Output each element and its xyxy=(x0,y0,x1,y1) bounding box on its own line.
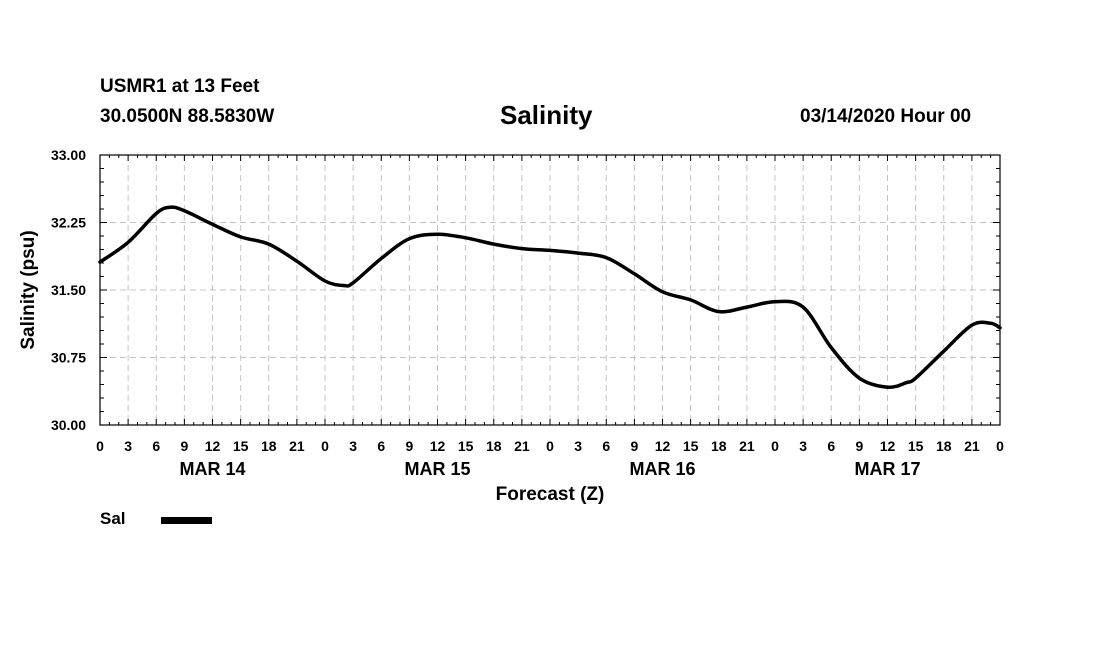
y-tick-label: 30.00 xyxy=(51,417,86,433)
y-tick-label: 30.75 xyxy=(51,350,86,366)
x-tick-label: 0 xyxy=(996,438,1004,454)
day-labels: MAR 14 MAR 15 MAR 16 MAR 17 xyxy=(179,459,920,479)
day-label: MAR 16 xyxy=(629,459,695,479)
x-tick-label: 18 xyxy=(936,438,952,454)
x-tick-label: 3 xyxy=(799,438,807,454)
x-tick-label: 21 xyxy=(739,438,755,454)
x-tick-label: 12 xyxy=(430,438,446,454)
y-tick-labels: 30.00 30.75 31.50 32.25 33.00 xyxy=(51,147,86,433)
x-axis-title: Forecast (Z) xyxy=(496,484,605,505)
x-tick-label: 21 xyxy=(289,438,305,454)
x-tick-label: 6 xyxy=(377,438,385,454)
forecast-timestamp: 03/14/2020 Hour 00 xyxy=(800,106,972,127)
chart-title: Salinity xyxy=(500,100,593,130)
day-label: MAR 17 xyxy=(854,459,920,479)
x-tick-label: 12 xyxy=(880,438,896,454)
x-tick-label: 3 xyxy=(574,438,582,454)
x-tick-label: 6 xyxy=(602,438,610,454)
y-tick-label: 33.00 xyxy=(51,147,86,163)
salinity-series-line xyxy=(98,205,1002,390)
x-tick-label: 12 xyxy=(655,438,671,454)
x-tick-label: 15 xyxy=(233,438,249,454)
x-tick-label: 15 xyxy=(683,438,699,454)
x-tick-label: 21 xyxy=(514,438,530,454)
x-tick-label: 15 xyxy=(908,438,924,454)
x-tick-label: 0 xyxy=(96,438,104,454)
x-tick-label: 0 xyxy=(546,438,554,454)
x-tick-label: 0 xyxy=(321,438,329,454)
station-label: USMR1 at 13 Feet xyxy=(100,76,260,97)
x-tick-label: 9 xyxy=(630,438,638,454)
plot-frame xyxy=(99,154,1001,426)
x-tick-label: 3 xyxy=(124,438,132,454)
day-label: MAR 14 xyxy=(179,459,245,479)
x-tick-label: 18 xyxy=(711,438,727,454)
y-axis-title: Salinity (psu) xyxy=(18,230,39,349)
x-tick-label: 3 xyxy=(349,438,357,454)
coordinates-label: 30.0500N 88.5830W xyxy=(100,106,275,127)
x-tick-label: 9 xyxy=(855,438,863,454)
x-tick-label: 6 xyxy=(152,438,160,454)
x-tick-label: 9 xyxy=(405,438,413,454)
x-tick-label: 9 xyxy=(180,438,188,454)
x-tick-label: 6 xyxy=(827,438,835,454)
legend-swatch xyxy=(161,517,212,524)
x-tick-label: 18 xyxy=(261,438,277,454)
y-tick-label: 32.25 xyxy=(51,215,86,231)
x-tick-label: 18 xyxy=(486,438,502,454)
x-tick-label: 21 xyxy=(964,438,980,454)
x-tick-label: 15 xyxy=(458,438,474,454)
x-tick-label: 12 xyxy=(205,438,221,454)
x-tick-label: 0 xyxy=(771,438,779,454)
x-tick-labels: 0 3 6 9 12 15 18 21 0 3 6 9 12 15 18 21 0 3 6 9 12 15 18 21 0 3 6 9… xyxy=(96,438,1004,454)
y-tick-label: 31.50 xyxy=(51,282,86,298)
legend-label: Sal xyxy=(100,509,126,528)
grid-lines xyxy=(100,155,1000,425)
day-label: MAR 15 xyxy=(404,459,470,479)
